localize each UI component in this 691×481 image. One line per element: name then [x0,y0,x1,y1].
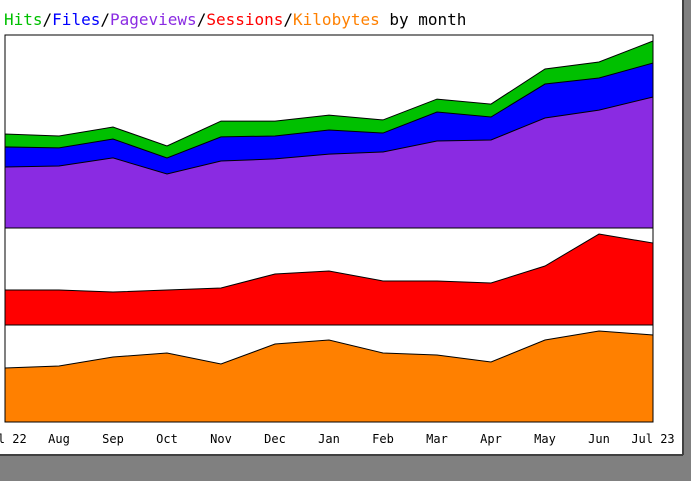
title-word: Files [52,10,100,29]
title-sep: / [100,10,110,29]
chart-title: Hits/Files/Pageviews/Sessions/Kilobytes … [4,10,466,29]
x-tick-label: Apr [480,432,502,446]
area [4,96,654,229]
x-tick-label: Jul 23 [631,432,674,446]
title-word: Pageviews [110,10,197,29]
x-tick-label: May [534,432,556,446]
panel-border [4,324,654,423]
title-word: Kilobytes [293,10,380,29]
title-sep: / [283,10,293,29]
area [4,233,654,326]
x-tick-label: Nov [210,432,232,446]
x-tick-label: Jun [588,432,610,446]
x-tick-label: Oct [156,432,178,446]
area [4,330,654,423]
title-word: Hits [4,10,43,29]
x-tick-label: Feb [372,432,394,446]
x-tick-label: Dec [264,432,286,446]
title-suffix: by month [380,10,467,29]
title-sep: / [197,10,207,29]
x-tick-label: Sep [102,432,124,446]
x-tick-label: Aug [48,432,70,446]
x-tick-label: Mar [426,432,448,446]
title-sep: / [43,10,53,29]
x-tick-label: Jul 22 [0,432,27,446]
title-word: Sessions [206,10,283,29]
x-tick-label: Jan [318,432,340,446]
